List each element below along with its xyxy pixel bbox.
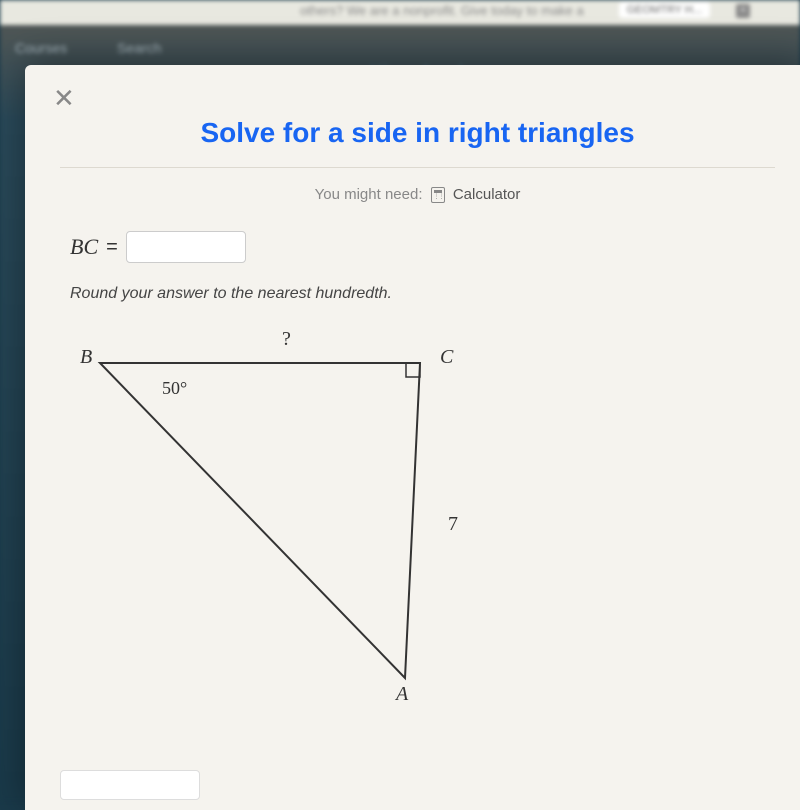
angle-label: 50° (162, 378, 187, 399)
right-angle-marker (406, 363, 420, 377)
unknown-side-label: ? (282, 328, 291, 351)
browser-tab: GEOMTRY H... (619, 2, 710, 18)
bottom-button[interactable] (60, 770, 200, 800)
vertex-B: B (80, 346, 92, 369)
triangle-svg (70, 328, 490, 708)
answer-input[interactable] (126, 231, 246, 263)
answer-row: BC = (70, 231, 775, 263)
tab-close-icon: × (736, 4, 750, 18)
rounding-instruction: Round your answer to the nearest hundred… (70, 285, 775, 303)
vertex-A: A (396, 683, 408, 706)
known-side-label: 7 (448, 513, 458, 536)
nav-courses: Courses (15, 40, 67, 56)
vertex-C: C (440, 346, 453, 369)
triangle-diagram: B C A ? 50° 7 (70, 328, 490, 708)
exercise-title: Solve for a side in right triangles (60, 117, 775, 149)
exercise-modal: ✕ Solve for a side in right triangles Yo… (25, 65, 800, 810)
close-icon[interactable]: ✕ (53, 83, 75, 114)
divider (60, 167, 775, 168)
hint-prefix: You might need: (315, 186, 423, 203)
hint-tool[interactable]: Calculator (453, 186, 521, 203)
nav-search: Search (117, 40, 161, 56)
triangle-shape (100, 363, 420, 678)
equals-sign: = (106, 236, 118, 259)
calculator-icon[interactable] (431, 187, 445, 203)
hint-row: You might need: Calculator (60, 186, 775, 203)
variable-label: BC (70, 234, 98, 260)
